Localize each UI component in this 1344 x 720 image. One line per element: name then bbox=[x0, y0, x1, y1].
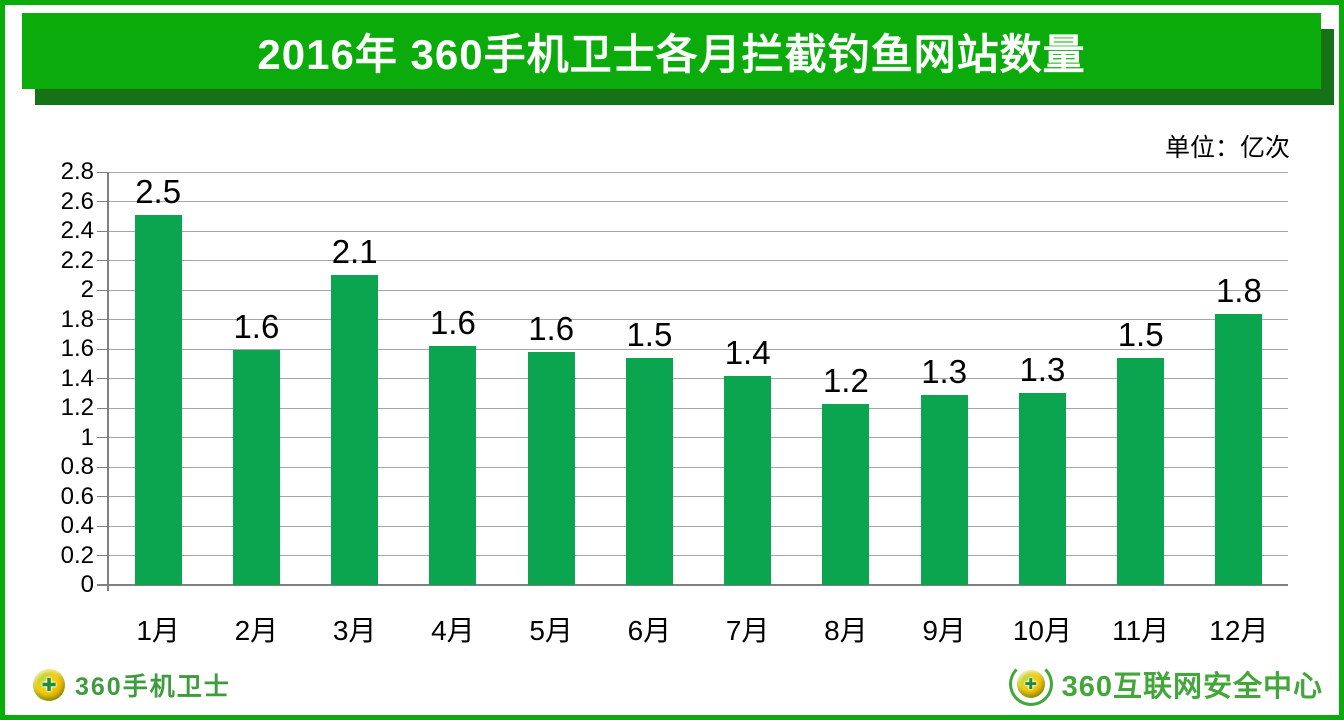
bar-chart-plot-area: 0 0.2 0.4 0.6 0.8 1 1.2 1.4 1.6 1.8 2 2.2 2.4 2.6 2.8 2… bbox=[61, 160, 1288, 646]
gridline bbox=[109, 525, 1288, 527]
bar bbox=[1215, 313, 1263, 585]
bar-value-label: 1.2 bbox=[822, 361, 869, 399]
x-tick-label: 9月 bbox=[922, 615, 966, 646]
bar-value-label: 1.5 bbox=[626, 315, 673, 353]
gridline bbox=[109, 171, 1288, 173]
y-tick-label: 2.4 bbox=[60, 217, 94, 244]
y-tick-label: 1.8 bbox=[60, 305, 94, 333]
y-tick-label: 0.6 bbox=[60, 482, 94, 510]
x-tick-label: 6月 bbox=[627, 615, 672, 646]
x-tick-label: 10月 bbox=[1012, 615, 1072, 646]
y-axis-tick bbox=[97, 555, 109, 556]
footer-left-logo-text: 360手机卫士 bbox=[75, 673, 231, 701]
y-tick-label: 2 bbox=[80, 276, 94, 303]
gridline bbox=[109, 230, 1288, 232]
x-tick-label: 5月 bbox=[529, 615, 573, 646]
y-axis-tick bbox=[97, 584, 109, 586]
y-axis-tick bbox=[97, 437, 109, 438]
gridline bbox=[109, 496, 1288, 497]
gridline bbox=[109, 319, 1288, 320]
y-tick-label: 0.2 bbox=[60, 541, 94, 569]
y-axis-tick bbox=[97, 171, 109, 173]
bar bbox=[625, 357, 673, 585]
y-tick-label: 2.8 bbox=[60, 158, 94, 185]
gridline bbox=[109, 289, 1288, 291]
bar bbox=[724, 375, 772, 585]
gridline bbox=[109, 260, 1288, 261]
y-axis-tick bbox=[97, 407, 109, 409]
gridline bbox=[109, 555, 1288, 556]
y-tick-label: 2.6 bbox=[60, 187, 94, 215]
bar bbox=[331, 275, 379, 585]
bar-value-label: 1.3 bbox=[1019, 351, 1066, 389]
360-ball-cross-icon: ✚ bbox=[33, 669, 65, 701]
bar bbox=[527, 351, 575, 585]
x-tick-label: 8月 bbox=[824, 615, 868, 646]
bar bbox=[822, 403, 870, 585]
x-axis-line bbox=[97, 584, 1288, 586]
gridline bbox=[109, 348, 1288, 350]
bar bbox=[134, 214, 182, 585]
x-tick-label: 1月 bbox=[136, 615, 180, 646]
y-axis-tick bbox=[97, 466, 109, 468]
x-tick-label: 7月 bbox=[725, 615, 770, 646]
y-tick-label: 1.4 bbox=[60, 364, 94, 392]
y-axis-tick bbox=[97, 319, 109, 320]
y-axis-tick bbox=[97, 230, 109, 232]
bar-value-label: 1.4 bbox=[724, 333, 771, 371]
bar bbox=[920, 394, 968, 585]
x-tick-label: 3月 bbox=[332, 615, 377, 646]
y-tick-label: 2.2 bbox=[60, 246, 94, 274]
bar-value-label: 1.6 bbox=[528, 309, 575, 347]
y-axis-tick bbox=[97, 378, 109, 379]
360-ball-icon: ✚ bbox=[1016, 670, 1045, 698]
360-wreath-ball-icon: ✚ bbox=[1008, 661, 1054, 707]
footer-logo-360-internet-security-center: ✚ 360互联网安全中心 bbox=[1008, 661, 1323, 707]
y-tick-label: 0.8 bbox=[60, 453, 94, 480]
y-tick-label: 1.2 bbox=[60, 394, 94, 421]
gridline bbox=[109, 201, 1288, 202]
bar bbox=[232, 350, 280, 585]
x-tick-label: 12月 bbox=[1209, 615, 1269, 646]
y-axis-line bbox=[107, 172, 109, 591]
cross-glyph-icon: ✚ bbox=[41, 675, 57, 695]
bar-value-label: 1.5 bbox=[1117, 315, 1164, 353]
bar-value-label: 1.6 bbox=[233, 308, 280, 346]
y-axis-tick bbox=[97, 348, 109, 350]
y-tick-label: 1.6 bbox=[60, 335, 94, 362]
gridline bbox=[109, 437, 1288, 438]
bar-value-label: 1.6 bbox=[429, 304, 476, 342]
title-banner: 2016年 360手机卫士各月拦截钓鱼网站数量 bbox=[22, 13, 1321, 89]
unit-label: 单位：亿次 bbox=[1164, 134, 1290, 162]
y-axis-tick bbox=[97, 289, 109, 291]
y-tick-label: 0.4 bbox=[60, 512, 94, 539]
page-title: 2016年 360手机卫士各月拦截钓鱼网站数量 bbox=[257, 30, 1086, 78]
cross-glyph-icon: ✚ bbox=[1024, 675, 1037, 693]
bar-value-label: 1.8 bbox=[1215, 271, 1262, 309]
bar bbox=[429, 346, 477, 585]
footer-logo-360-mobile-guard: ✚ 360手机卫士 bbox=[33, 667, 231, 703]
bar bbox=[1018, 393, 1066, 585]
bar-value-label: 2.5 bbox=[135, 172, 182, 210]
bar-value-label: 1.3 bbox=[921, 352, 968, 390]
y-tick-label: 1 bbox=[80, 423, 94, 451]
y-axis-tick bbox=[97, 260, 109, 261]
gridline bbox=[109, 466, 1288, 468]
y-axis-tick bbox=[97, 496, 109, 497]
footer-right-logo-text: 360互联网安全中心 bbox=[1061, 671, 1323, 703]
bar-value-label: 2.1 bbox=[331, 233, 378, 271]
y-tick-label: 0 bbox=[80, 571, 94, 598]
gridline bbox=[109, 378, 1288, 379]
x-tick-label: 11月 bbox=[1112, 615, 1170, 646]
y-axis-tick bbox=[97, 201, 109, 202]
x-tick-label: 2月 bbox=[234, 615, 279, 646]
bar bbox=[1117, 357, 1165, 585]
gridline bbox=[109, 407, 1288, 409]
x-tick-label: 4月 bbox=[431, 615, 475, 646]
y-axis-tick bbox=[97, 525, 109, 527]
